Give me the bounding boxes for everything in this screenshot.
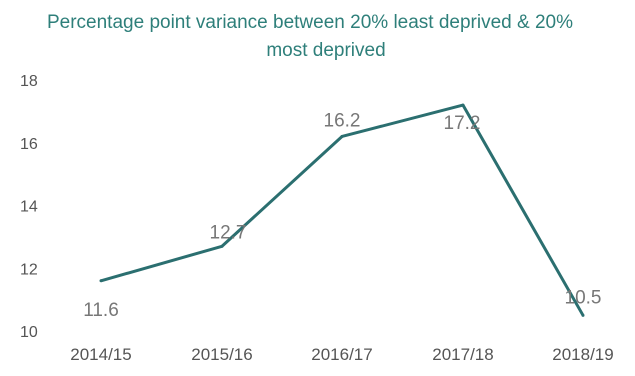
x-tick-label: 2015/16	[191, 345, 252, 364]
data-point	[220, 244, 224, 248]
y-axis: 18 16 14 12 10	[20, 73, 38, 341]
x-axis: 2014/15 2015/16 2016/17 2017/18 2018/19	[70, 345, 613, 364]
data-point	[461, 103, 465, 107]
data-label: 12.7	[210, 222, 247, 243]
y-tick-label: 10	[20, 324, 38, 341]
y-tick-label: 12	[20, 261, 38, 278]
data-point	[581, 313, 585, 317]
y-tick-label: 14	[20, 199, 38, 216]
x-tick-label: 2018/19	[552, 345, 613, 364]
y-tick-label: 18	[20, 73, 38, 90]
x-tick-label: 2016/17	[311, 345, 372, 364]
x-tick-label: 2017/18	[432, 345, 493, 364]
y-tick-label: 16	[20, 136, 38, 153]
x-tick-label: 2014/15	[70, 345, 131, 364]
chart-title-line-2: most deprived	[266, 40, 385, 61]
data-label: 10.5	[565, 287, 602, 308]
data-labels: 11.6 12.7 16.2 17.2 10.5	[83, 110, 601, 320]
data-label: 16.2	[324, 110, 361, 131]
data-point	[99, 279, 103, 283]
data-label: 11.6	[83, 300, 119, 321]
data-label: 17.2	[444, 113, 481, 134]
series-line-group	[99, 103, 585, 317]
chart-title-line-1: Percentage point variance between 20% le…	[47, 12, 573, 33]
data-point	[340, 134, 344, 138]
